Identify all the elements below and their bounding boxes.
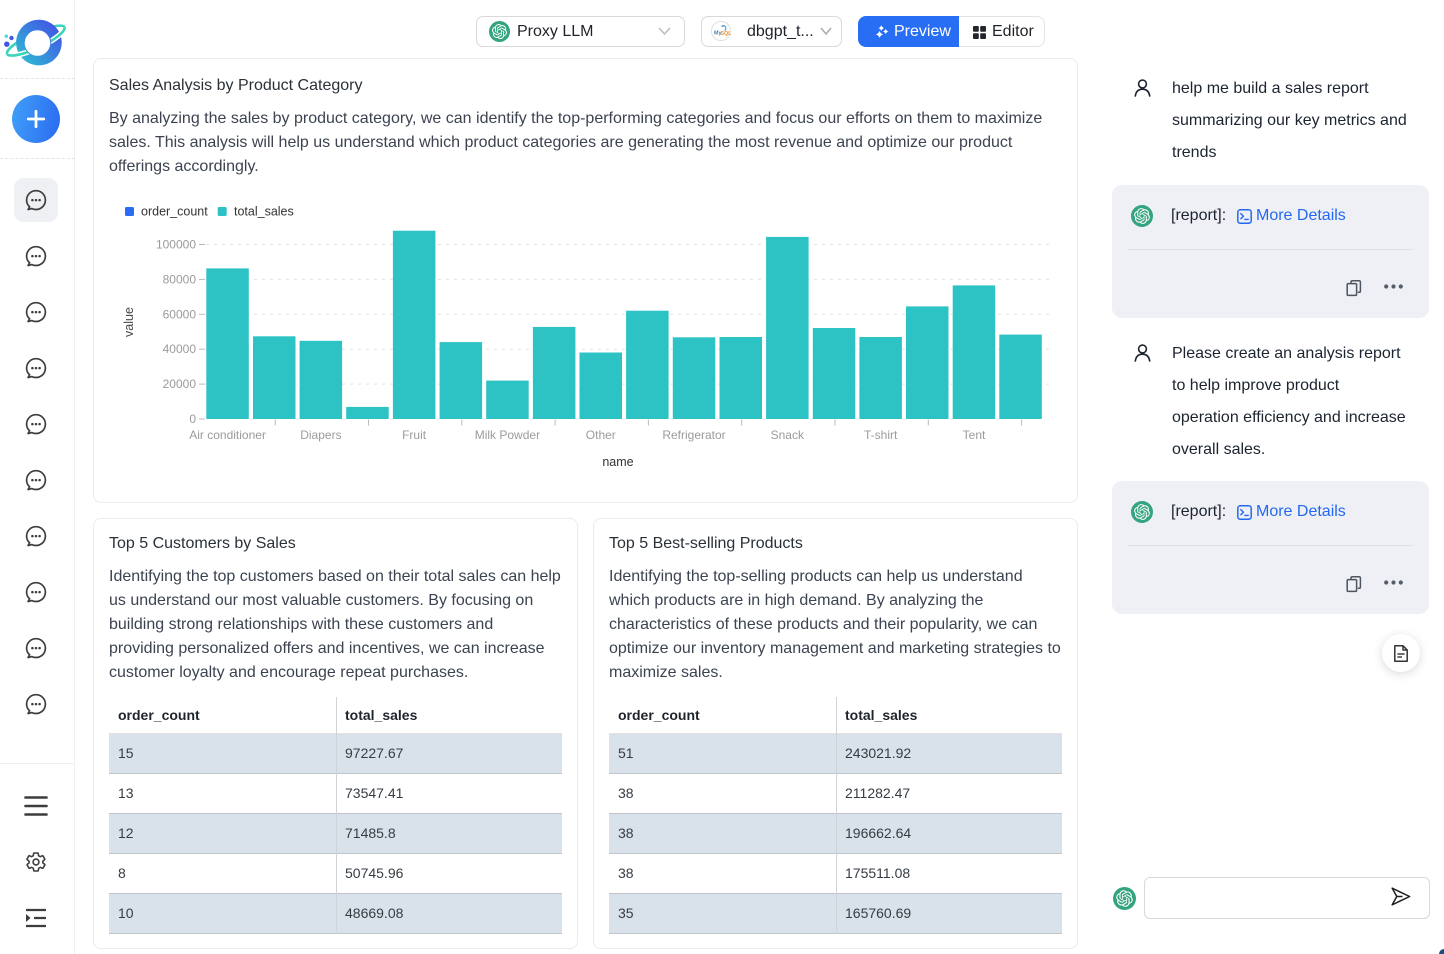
svg-text:40000: 40000 [163, 342, 197, 356]
svg-text:Refrigerator: Refrigerator [662, 428, 725, 442]
svg-text:Fruit: Fruit [402, 428, 427, 442]
svg-text:Milk Powder: Milk Powder [475, 428, 540, 442]
svg-text:order_count: order_count [141, 205, 208, 219]
svg-text:name: name [602, 455, 633, 469]
svg-text:value: value [122, 307, 136, 337]
svg-text:0: 0 [189, 412, 196, 426]
svg-text:My: My [714, 30, 722, 36]
svg-text:total_sales: total_sales [234, 205, 294, 219]
svg-text:60000: 60000 [163, 307, 197, 321]
svg-text:Air conditioner: Air conditioner [189, 428, 266, 442]
svg-text:Other: Other [586, 428, 616, 442]
svg-text:20000: 20000 [163, 377, 197, 391]
svg-text:100000: 100000 [156, 238, 196, 252]
svg-text:Diapers: Diapers [300, 428, 341, 442]
svg-text:Tent: Tent [963, 428, 986, 442]
svg-text:Snack: Snack [771, 428, 805, 442]
svg-text:SQL: SQL [720, 31, 731, 37]
svg-text:T-shirt: T-shirt [864, 428, 898, 442]
svg-text:80000: 80000 [163, 272, 197, 286]
